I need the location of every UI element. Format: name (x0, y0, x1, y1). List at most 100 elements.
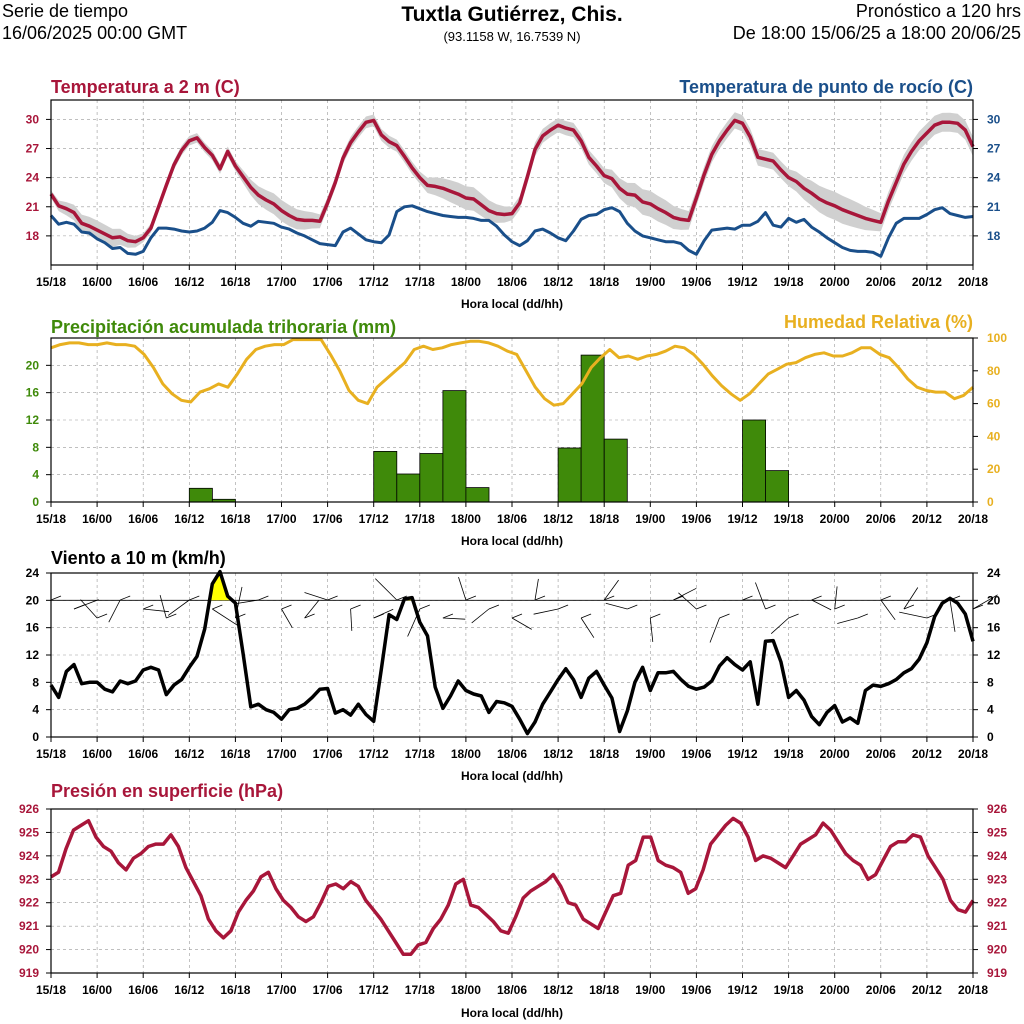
precip-bar (765, 470, 790, 503)
pressure-y2tick-label: 925 (987, 825, 1007, 839)
pressure-xtick-label: 17/12 (359, 983, 389, 997)
temperature-ytick-label: 18 (26, 229, 40, 243)
temperature-xtick-label: 18/12 (543, 275, 573, 289)
wind-xtick-label: 19/12 (727, 747, 757, 761)
wind-barb-staff (375, 578, 398, 601)
wind-xtick-label: 19/18 (774, 747, 804, 761)
pressure-line (50, 816, 975, 957)
pressure-xtick-label: 18/06 (497, 983, 527, 997)
wind-barb-flag (419, 604, 430, 610)
wind-xtick-label: 15/18 (36, 747, 66, 761)
wind-barb-flag (604, 595, 615, 601)
temperature-xtick-label: 16/12 (174, 275, 204, 289)
precip-xtick-label: 18/06 (497, 512, 527, 526)
pressure-xtick-label: 19/18 (774, 983, 804, 997)
wind-barb-staff (159, 594, 167, 619)
pressure-axes-frame (50, 808, 974, 974)
pressure-y2tick-label: 922 (987, 896, 1007, 910)
precip-xtick-label: 18/18 (589, 512, 619, 526)
pressure-y2tick-label: 919 (987, 966, 1007, 980)
precip-bar (373, 450, 398, 503)
pressure-xtick-label: 17/18 (405, 983, 435, 997)
precip-xtick-label: 19/18 (774, 512, 804, 526)
precip-ytick-label: 16 (26, 386, 40, 400)
wind-barb-flag (557, 604, 569, 610)
temperature-ytick-label: 24 (26, 171, 40, 185)
precip-ytick-label: 8 (32, 440, 39, 454)
wind-barb-flag (350, 604, 361, 610)
precip-xtick-label: 18/12 (543, 512, 573, 526)
wind-barb-flag (304, 613, 315, 619)
temperature-xtick-label: 19/18 (774, 275, 804, 289)
precip-ytick-label: 4 (32, 468, 39, 482)
wind-barb-flag (465, 595, 477, 601)
pressure-y2tick-label: 924 (987, 849, 1007, 863)
wind-barb-staff (949, 599, 956, 632)
wind-barb-staff (235, 599, 259, 604)
wind-barb-staff (605, 602, 628, 610)
precip-y2tick-label: 20 (987, 462, 1001, 476)
wind-barb-flag (696, 604, 707, 610)
precip-xtick-label: 16/06 (128, 512, 158, 526)
wind-barb-flag (143, 604, 154, 610)
wind-panel: 15/18 16/00 16/06 16/12 16/18 17/00 17/06 17/12… (26, 566, 1001, 761)
wind-xtick-label: 19/00 (635, 747, 665, 761)
precip-y2tick-label: 40 (987, 429, 1001, 443)
wind-xlabel: Hora local (dd/hh) (461, 769, 563, 783)
header-right-line2: De 18:00 15/06/25 a 18:00 20/06/25 (733, 23, 1021, 43)
wind-barb-flag (488, 604, 500, 610)
pressure-xtick-label: 18/18 (589, 983, 619, 997)
precip-y2tick-label: 60 (987, 397, 1001, 411)
wind-barb-staff (880, 599, 896, 621)
wind-ytick-label: 24 (26, 566, 40, 580)
precip-title: Precipitación acumulada trihoraria (mm) (51, 317, 396, 337)
wind-barb-flag (442, 613, 454, 619)
temperature-xtick-label: 20/12 (912, 275, 942, 289)
wind-barb-staff (533, 608, 559, 615)
wind-xtick-label: 17/18 (405, 747, 435, 761)
precip-bar (603, 438, 628, 503)
pressure-xtick-label: 16/06 (128, 983, 158, 997)
pressure-xtick-label: 15/18 (36, 983, 66, 997)
pressure-xtick-label: 20/06 (866, 983, 896, 997)
precip-bar (419, 453, 444, 503)
pressure-xlabel: Hora local (dd/hh) (461, 1006, 563, 1020)
temperature-y2tick-label: 18 (987, 229, 1001, 243)
precip-bar (442, 390, 467, 503)
wind-barb-flag (50, 595, 62, 601)
temperature-line (49, 118, 975, 244)
pressure-xtick-label: 19/00 (635, 983, 665, 997)
wind-barb-staff (534, 578, 539, 601)
wind-barb-flag (673, 595, 684, 601)
wind-xtick-label: 16/12 (174, 747, 204, 761)
header-title: Tuxtla Gutiérrez, Chis. (401, 3, 622, 26)
wind-axes-frame (50, 572, 974, 738)
temperature-y2tick-label: 30 (987, 112, 1001, 126)
wind-barb-flag (650, 613, 661, 619)
precip-xtick-label: 16/00 (82, 512, 112, 526)
precip-bar (465, 487, 490, 503)
dewpoint-line (49, 204, 974, 258)
wind-xtick-label: 19/06 (681, 747, 711, 761)
wind-xtick-label: 17/12 (359, 747, 389, 761)
wind-barb-flag (258, 595, 269, 601)
wind-barb-staff (281, 608, 293, 628)
temperature-xtick-label: 16/06 (128, 275, 158, 289)
wind-y2tick-label: 12 (987, 648, 1001, 662)
wind-ytick-label: 0 (32, 730, 39, 744)
wind-title: Viento a 10 m (km/h) (51, 548, 226, 568)
precipitation-panel: 15/18 16/00 16/06 16/12 16/18 17/00 17/06 17/12… (26, 331, 1008, 526)
precip-ytick-label: 12 (26, 413, 40, 427)
wind-barb-staff (304, 592, 328, 601)
wind-xtick-label: 16/00 (82, 747, 112, 761)
precip-bar (188, 487, 213, 503)
pressure-y2tick-label: 920 (987, 943, 1007, 957)
wind-xtick-label: 18/06 (497, 747, 527, 761)
temperature-xtick-label: 18/06 (497, 275, 527, 289)
precip-xlabel: Hora local (dd/hh) (461, 534, 563, 548)
humidity-title: Humedad Relativa (%) (784, 312, 973, 332)
temperature-title: Temperatura a 2 m (C) (51, 77, 240, 97)
temperature-xtick-label: 20/18 (958, 275, 988, 289)
wind-xtick-label: 16/06 (128, 747, 158, 761)
pressure-ytick-label: 923 (19, 872, 39, 886)
